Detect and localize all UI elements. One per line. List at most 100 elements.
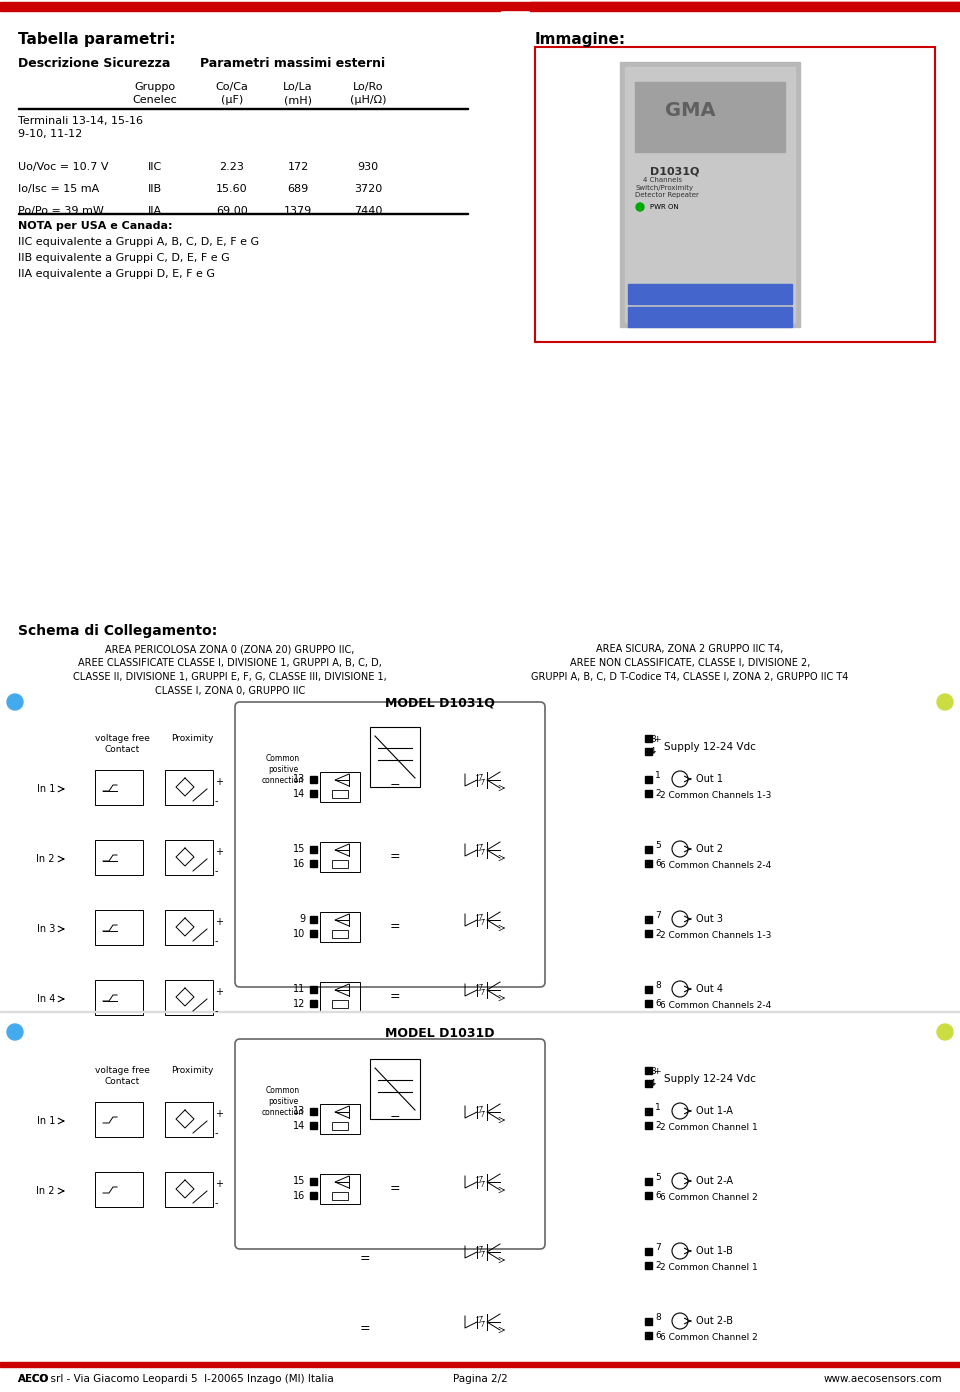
Bar xyxy=(625,67,795,322)
Bar xyxy=(332,860,348,869)
Text: 6: 6 xyxy=(655,1332,660,1340)
Bar xyxy=(0,1,960,10)
Text: +: + xyxy=(215,987,223,997)
Text: D1031Q: D1031Q xyxy=(650,167,700,177)
Text: +: + xyxy=(215,777,223,786)
Text: 1379: 1379 xyxy=(284,206,312,216)
Text: Uo/Voc = 10.7 V: Uo/Voc = 10.7 V xyxy=(18,161,108,173)
Text: Out 2-B: Out 2-B xyxy=(696,1315,733,1327)
Text: 2.23: 2.23 xyxy=(220,161,245,173)
Text: Lo/Ro
(μH/Ω): Lo/Ro (μH/Ω) xyxy=(349,82,386,106)
Text: 8: 8 xyxy=(655,1313,660,1321)
Text: -: - xyxy=(215,1128,219,1139)
Text: Lo/La
(mH): Lo/La (mH) xyxy=(283,82,313,106)
Text: 2 Common Channel 1: 2 Common Channel 1 xyxy=(660,1263,757,1271)
Bar xyxy=(0,1361,960,1367)
Bar xyxy=(530,1,960,10)
Text: 172: 172 xyxy=(287,161,308,173)
Text: 1: 1 xyxy=(655,1102,660,1111)
Text: 4: 4 xyxy=(650,1080,656,1089)
Text: In 1: In 1 xyxy=(36,1116,55,1126)
Text: 16: 16 xyxy=(293,859,305,869)
Bar xyxy=(645,860,652,867)
Text: 10: 10 xyxy=(293,928,305,940)
Text: -: - xyxy=(215,866,219,876)
Text: Proximity: Proximity xyxy=(171,1066,213,1075)
Text: IIB equivalente a Gruppi C, D, E, F e G: IIB equivalente a Gruppi C, D, E, F e G xyxy=(18,253,229,263)
Circle shape xyxy=(636,203,644,212)
Bar xyxy=(95,1102,143,1137)
Bar xyxy=(320,1173,360,1204)
Text: =: = xyxy=(390,991,400,1004)
Text: 15.60: 15.60 xyxy=(216,184,248,193)
Text: 4 Channels: 4 Channels xyxy=(643,177,682,182)
Text: 3: 3 xyxy=(650,1066,656,1076)
Bar xyxy=(320,981,360,1012)
Bar xyxy=(165,770,213,805)
Bar xyxy=(332,930,348,938)
Text: -: - xyxy=(215,796,219,806)
Text: Terminali 13-14, 15-16: Terminali 13-14, 15-16 xyxy=(18,116,143,127)
Text: +: + xyxy=(215,1179,223,1189)
Text: +: + xyxy=(215,846,223,857)
Text: 69.00: 69.00 xyxy=(216,206,248,216)
Bar xyxy=(310,1122,317,1129)
Bar xyxy=(320,1104,360,1134)
Circle shape xyxy=(7,695,23,710)
Text: 930: 930 xyxy=(357,161,378,173)
Text: MODEL D1031Q: MODEL D1031Q xyxy=(385,697,495,710)
Text: IIB: IIB xyxy=(148,184,162,193)
Text: 689: 689 xyxy=(287,184,308,193)
Text: Out 2: Out 2 xyxy=(696,844,723,855)
Text: NOTA per USA e Canada:: NOTA per USA e Canada: xyxy=(18,221,173,231)
Text: Out 2-A: Out 2-A xyxy=(696,1176,733,1186)
Bar xyxy=(18,107,468,109)
Bar xyxy=(310,1192,317,1199)
Bar xyxy=(332,791,348,798)
Bar xyxy=(320,912,360,942)
Text: Out 1-B: Out 1-B xyxy=(696,1246,732,1256)
Text: Supply 12-24 Vdc: Supply 12-24 Vdc xyxy=(664,742,756,752)
Bar xyxy=(628,284,792,303)
Bar xyxy=(332,1122,348,1130)
Text: 6 Common Channels 2-4: 6 Common Channels 2-4 xyxy=(660,1001,771,1009)
Bar xyxy=(320,773,360,802)
Bar xyxy=(645,1332,652,1339)
Bar xyxy=(628,308,792,327)
Text: =: = xyxy=(390,1182,400,1196)
Text: PWR ON: PWR ON xyxy=(650,205,679,210)
Bar xyxy=(645,930,652,937)
Text: Common
positive
connection: Common positive connection xyxy=(262,1086,304,1118)
Bar xyxy=(310,1178,317,1185)
Bar xyxy=(332,1192,348,1200)
Bar xyxy=(310,791,317,798)
Bar xyxy=(165,910,213,945)
Text: AECO: AECO xyxy=(18,1374,50,1384)
Text: 2: 2 xyxy=(655,930,660,938)
Text: Detector Repeater: Detector Repeater xyxy=(635,192,699,198)
Text: =: = xyxy=(390,1112,400,1126)
Text: 14: 14 xyxy=(293,789,305,799)
Text: 5: 5 xyxy=(655,841,660,849)
Text: =: = xyxy=(390,920,400,934)
Text: =: = xyxy=(390,781,400,793)
Text: MODEL D1031D: MODEL D1031D xyxy=(385,1027,494,1040)
Bar xyxy=(95,839,143,876)
Text: voltage free
Contact: voltage free Contact xyxy=(95,734,150,754)
Bar xyxy=(0,4,500,11)
Bar xyxy=(18,213,468,214)
Text: +: + xyxy=(215,1109,223,1119)
Text: IIC equivalente a Gruppi A, B, C, D, E, F e G: IIC equivalente a Gruppi A, B, C, D, E, … xyxy=(18,237,259,246)
Text: Common
positive
connection: Common positive connection xyxy=(262,754,304,785)
Text: In 2: In 2 xyxy=(36,1186,55,1196)
Text: Schema di Collegamento:: Schema di Collegamento: xyxy=(18,624,217,638)
Bar xyxy=(332,999,348,1008)
Text: 3720: 3720 xyxy=(354,184,382,193)
Bar xyxy=(310,775,317,782)
Text: 11: 11 xyxy=(293,984,305,994)
Text: 6 Common Channels 2-4: 6 Common Channels 2-4 xyxy=(660,860,771,870)
Text: 8: 8 xyxy=(655,980,660,990)
Text: 2: 2 xyxy=(655,1261,660,1271)
Text: 2: 2 xyxy=(655,789,660,799)
Text: Io/Isc = 15 mA: Io/Isc = 15 mA xyxy=(18,184,99,193)
